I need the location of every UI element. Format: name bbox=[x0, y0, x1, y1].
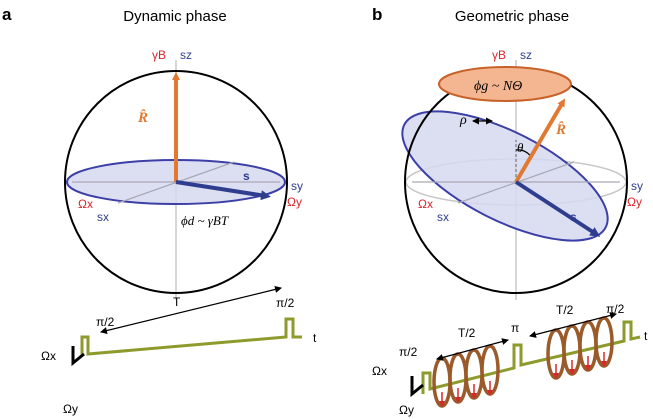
duration-arrow bbox=[100, 286, 282, 334]
label-first-pulse: π/2 bbox=[399, 345, 418, 359]
label-pulse-omega-x: Ωx bbox=[372, 364, 387, 378]
bloch-sphere-b bbox=[401, 60, 628, 300]
spin-vector bbox=[175, 180, 271, 201]
half-duration-arrow-2 bbox=[529, 312, 617, 338]
label-first-pulse: π/2 bbox=[96, 315, 115, 329]
helix-coil-2 bbox=[546, 316, 614, 380]
pulse-sequence-a bbox=[71, 286, 302, 367]
label-gamma-b: γB bbox=[152, 48, 166, 62]
pulse-sequence-b bbox=[410, 312, 641, 408]
label-pulse-omega-x: Ωx bbox=[41, 349, 56, 363]
pulse-axes bbox=[410, 376, 424, 398]
label-r-hat: R̂ bbox=[137, 109, 148, 126]
label-gamma-b: γB bbox=[492, 48, 506, 62]
label-pulse-omega-y: Ωy bbox=[63, 402, 78, 416]
label-r-hat: R̂ bbox=[555, 121, 566, 138]
field-arrows bbox=[439, 352, 607, 407]
bloch-sphere-a bbox=[64, 60, 288, 300]
panel-b-letter: b bbox=[372, 5, 382, 24]
label-theta: θ bbox=[517, 140, 524, 155]
spin-vector bbox=[514, 180, 601, 237]
label-rho: ρ bbox=[459, 113, 467, 128]
pulse-trace bbox=[421, 320, 641, 394]
label-omega-x: Ωx bbox=[418, 197, 433, 211]
half-duration-arrow-1 bbox=[436, 338, 509, 361]
label-omega-y: Ωy bbox=[627, 195, 642, 209]
label-spin: s bbox=[243, 169, 250, 183]
label-pulse-omega-y: Ωy bbox=[399, 403, 414, 417]
label-duration-t: T bbox=[173, 295, 181, 309]
label-omega-x: Ωx bbox=[78, 197, 93, 211]
panel-a-title: Dynamic phase bbox=[123, 8, 226, 25]
label-sy: sy bbox=[291, 179, 303, 193]
panel-a: a Dynamic phase γB sz R̂ s sy Ωy Ωx sx ϕ… bbox=[2, 5, 317, 416]
label-last-pulse: π/2 bbox=[606, 302, 625, 316]
label-sz: sz bbox=[520, 48, 532, 62]
label-omega-y: Ωy bbox=[287, 195, 302, 209]
cone-cap-ellipse bbox=[438, 66, 572, 102]
label-time-axis: t bbox=[644, 329, 648, 343]
label-sx: sx bbox=[97, 210, 109, 224]
label-time-axis: t bbox=[313, 331, 317, 345]
label-middle-pulse: π bbox=[511, 321, 519, 335]
label-last-pulse: π/2 bbox=[276, 296, 295, 310]
panel-b: b Geometric phase γB sz ϕg ~ NΘ ρ R̂ θ s… bbox=[372, 5, 648, 417]
label-half-2: T/2 bbox=[556, 303, 574, 317]
label-sy: sy bbox=[631, 179, 643, 193]
label-sx: sx bbox=[437, 210, 449, 224]
label-spin: s bbox=[570, 210, 577, 224]
label-sz: sz bbox=[180, 48, 192, 62]
label-half-1: T/2 bbox=[458, 326, 476, 340]
helix-coil-1 bbox=[432, 344, 500, 408]
panel-b-title: Geometric phase bbox=[455, 8, 569, 25]
label-geometric-phase: ϕg ~ NΘ bbox=[474, 79, 522, 94]
label-dynamic-phase: ϕd ~ γBT bbox=[181, 213, 229, 228]
panel-a-letter: a bbox=[2, 5, 12, 24]
pulse-trace bbox=[80, 317, 302, 356]
r-hat-vector bbox=[514, 98, 566, 184]
pulse-axes bbox=[71, 346, 85, 367]
